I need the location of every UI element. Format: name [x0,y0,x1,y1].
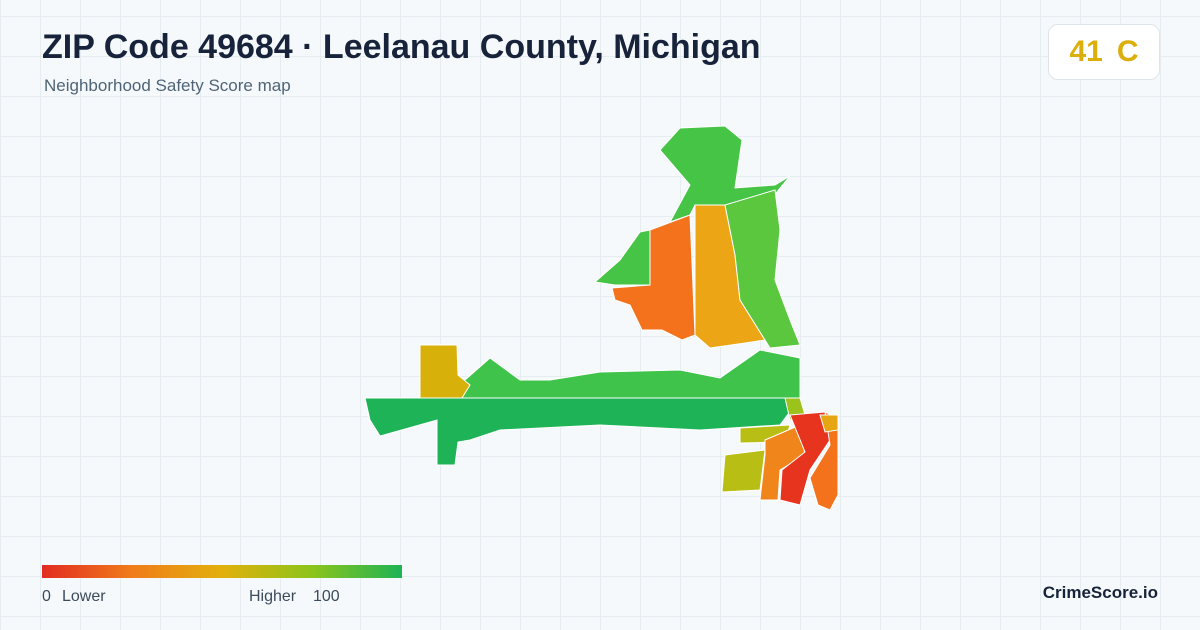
region [819,414,839,433]
legend-max-label: Higher [249,588,297,605]
region [459,349,801,399]
region [611,214,696,341]
score-badge: 41 C [1048,24,1160,80]
region [809,411,839,511]
region [724,189,801,349]
legend-min: 0 [42,588,51,605]
score-value: 41 [1069,35,1103,68]
brand: CrimeScore.io [1042,583,1158,602]
region [364,397,801,466]
legend-gradient [42,565,402,578]
region [721,449,766,493]
score-grade: C [1116,35,1139,68]
region [419,344,471,399]
legend-max: 100 [313,588,340,605]
title: ZIP Code 49684 · Leelanau County, Michig… [42,28,761,66]
subtitle: Neighborhood Safety Score map [44,76,291,95]
region [593,229,651,286]
legend-min-label: Lower [62,588,106,605]
